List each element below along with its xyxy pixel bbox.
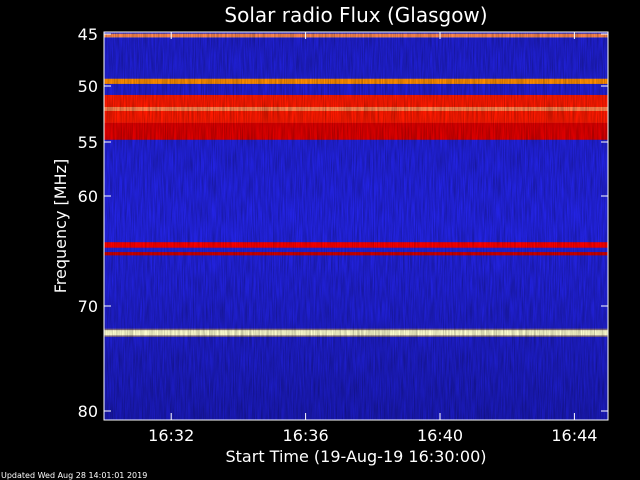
y-tick-label: 80 (78, 402, 98, 421)
x-axis-label: Start Time (19-Aug-19 16:30:00) (226, 447, 487, 466)
y-axis: 45 50 55 60 70 80 (78, 25, 608, 421)
plot-frame (103, 31, 609, 421)
y-tick-label: 50 (78, 77, 98, 96)
y-tick-label: 60 (78, 187, 98, 206)
y-tick-label: 55 (78, 133, 98, 152)
spectrogram-plot-area (104, 32, 608, 420)
y-axis-label: Frequency [MHz] (51, 159, 70, 293)
y-tick-label: 70 (78, 297, 98, 316)
x-tick-label: 16:32 (148, 426, 194, 445)
x-tick-label: 16:36 (283, 426, 329, 445)
spectrogram-noise-texture (104, 32, 608, 420)
y-tick-label: 45 (78, 25, 98, 44)
x-tick-label: 16:44 (551, 426, 597, 445)
x-axis: 16:32 16:36 16:40 16:44 (148, 32, 597, 445)
updated-timestamp: Updated Wed Aug 28 14:01:01 2019 (1, 471, 147, 480)
x-tick-label: 16:40 (417, 426, 463, 445)
chart-title: Solar radio Flux (Glasgow) (224, 3, 487, 27)
